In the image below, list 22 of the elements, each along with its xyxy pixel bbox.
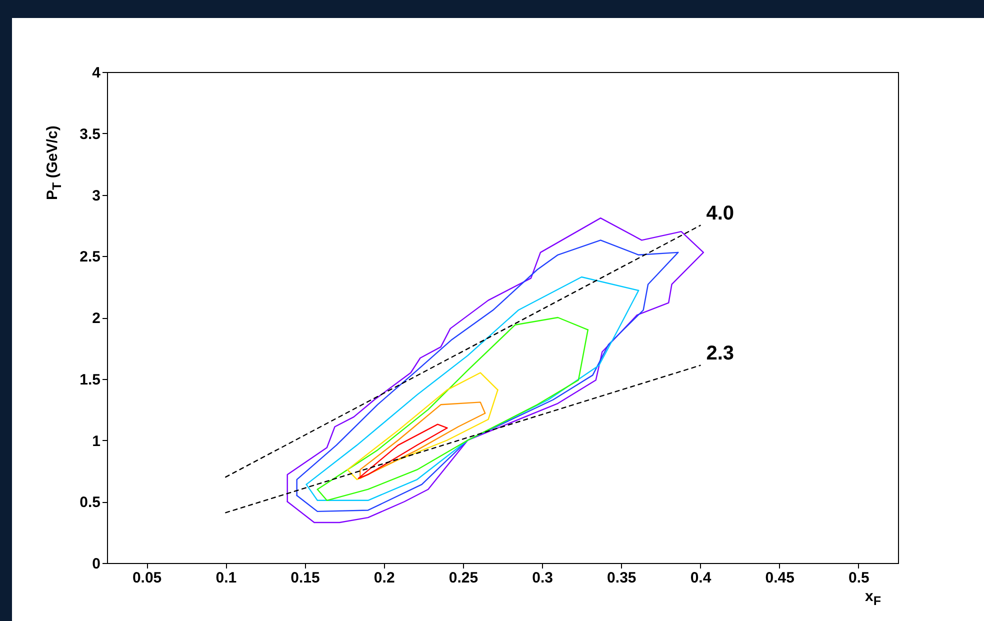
y-tick-label: 1.5 <box>80 371 100 388</box>
x-tick-label: 0.15 <box>290 570 320 586</box>
y-tick-label: 0.5 <box>80 494 100 512</box>
y-tick-label: 2 <box>92 310 100 327</box>
y-tick-label: 4 <box>92 64 102 82</box>
series-label: 2.3 <box>706 342 734 364</box>
y-tick-label: 3.5 <box>80 126 100 143</box>
x-tick-label: 0.2 <box>374 570 395 586</box>
x-axis-title: x$_{F}$ <box>865 588 881 608</box>
series-label: 4.0 <box>706 202 734 224</box>
x-tick-label: 0.45 <box>765 570 794 586</box>
x-tick-label: 0.5 <box>848 570 870 586</box>
x-tick-label: 0.4 <box>690 570 712 586</box>
y-tick-label: 1 <box>92 432 100 450</box>
y-tick-label: 0 <box>92 556 100 572</box>
x-tick-label: 0.1 <box>216 570 237 586</box>
x-tick-label: 0.25 <box>448 570 478 586</box>
x-tick-label: 0.3 <box>532 570 553 586</box>
y-tick-label: 3 <box>92 187 100 204</box>
x-tick-label: 0.35 <box>607 570 636 586</box>
y-tick-label: 2.5 <box>80 248 100 266</box>
x-tick-label: 0.05 <box>132 570 162 586</box>
